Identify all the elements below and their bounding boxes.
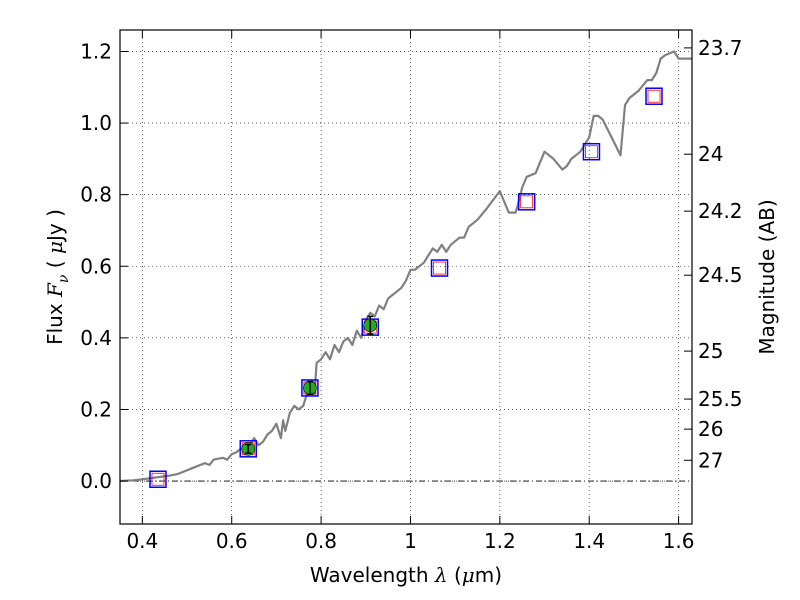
x-tick-label: 1.4 [573,529,605,553]
y2-tick-label: 24 [698,142,723,166]
synthetic-point-square [151,472,165,486]
synthetic-point-square [647,89,661,103]
y-tick-label: 0.4 [80,326,112,350]
photometry-markers [149,87,663,489]
synthetic-point-square [585,145,598,159]
model-point-square [645,87,663,105]
y2-tick-label: 24.2 [698,199,743,223]
synthetic-point-square [520,195,534,209]
x-tick-label: 0.4 [126,529,158,553]
y2-tick-label: 25.5 [698,387,743,411]
y-axis-label: Flux Fν ( μJy ) [43,209,72,345]
axis-ticks: 0.4 0.6 0.8 1 1.2 1.4 1.6 0.0 0.2 0.4 0.6 0.8 1.0 1.2… [80,30,743,553]
model-point-square [239,440,258,458]
y-tick-label: 0.2 [80,397,112,421]
y-tick-label: 0.0 [80,469,112,493]
y-tick-label: 1.0 [80,111,112,135]
y2-tick-label: 26 [698,417,723,441]
model-point-square [430,259,449,277]
secondary-y-axis-label: Magnitude (AB) [755,199,779,354]
synthetic-point-square [433,261,446,275]
x-tick-label: 1.6 [663,529,695,553]
model-point-square [582,142,601,161]
model-point-square [517,193,536,211]
y2-tick-label: 23.7 [698,36,743,60]
y-tick-label: 0.8 [80,183,112,207]
model-point-square [301,379,319,397]
plot-frame [119,29,693,525]
model-point-square [149,470,167,489]
x-axis-label: Wavelength λ (μm) [310,563,502,587]
x-tick-label: 0.6 [216,529,248,553]
x-tick-label: 1.2 [484,529,516,553]
y2-tick-label: 24.5 [698,263,743,287]
y2-tick-label: 25 [698,339,723,363]
x-tick-label: 0.8 [305,529,337,553]
y2-tick-label: 27 [698,448,723,472]
y-tick-label: 1.2 [80,39,112,63]
grid [120,30,692,524]
plot-background [120,30,692,524]
x-tick-label: 1 [404,529,417,553]
y-tick-label: 0.6 [80,254,112,278]
